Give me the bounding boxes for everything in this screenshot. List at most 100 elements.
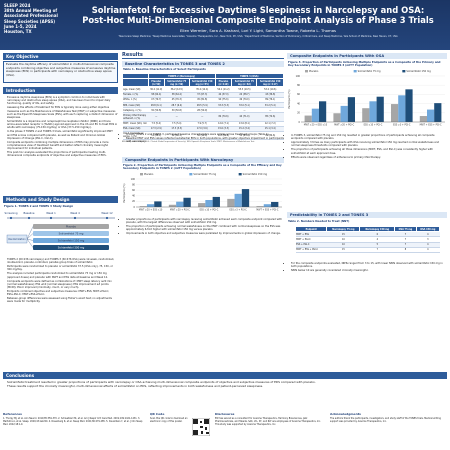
table-1: TONES 2 (Narcolepsy) TONES 3 (OSA) Placebo… [122,72,285,143]
bar [333,113,341,122]
bar [347,97,355,122]
y-tick-label: 20 [132,200,135,203]
bar [154,201,162,207]
table-cell: 4 [359,236,395,243]
bullet: In both TONES 2 and TONES 3, participant… [126,133,284,136]
table-row: MWT + ESS 15 6 7 4 [295,231,440,238]
meeting-line: Sleep Societies (APSS) [4,18,56,24]
arm-bar [33,224,109,229]
bullet: Approximately 3 times as many participan… [291,141,447,147]
table-title: Table 2. Numbers Needed to Treat (NNT) [288,219,350,223]
results-heading: Results [122,52,284,59]
table-cell: 43 (36.8) [256,92,284,98]
references-text: 1. Thorpy MJ, et al. Ann Neurol. 2019;85… [3,417,143,426]
table-cell: 15 [326,231,360,238]
timeline-point [9,216,13,220]
bar [146,204,155,207]
legend-label: Solriamfetol 75 mg [358,70,381,73]
bullet: This post-hoc analysis evaluated the pro… [7,151,118,157]
legend-label: Placebo [144,173,154,176]
table-cell: 7 [394,242,417,248]
bar [256,206,264,207]
y-tick-label: 80 [132,183,135,186]
bar [340,105,348,122]
table-cell: 37 (67.3) [189,92,216,98]
objective-text: Evaluate the daytime efficacy of solriam… [6,62,116,77]
arm-link [26,238,34,241]
timeline-label: Week 1 [46,211,56,215]
bar [263,204,272,207]
arm-label: Solriamfetol 75 mg [59,231,84,235]
bar [319,101,327,122]
bullet: For the composite endpoints evaluated, N… [291,262,447,268]
table-cell: 54.1 (11.2) [215,86,232,93]
bar [205,200,213,207]
methods-text: TONES 2 (N=236 narcolepsy) and TONES 3 (… [3,258,118,304]
x-tick-label: MWT + ESS + PGI-C [256,209,278,212]
table-cell: 13.6 (8.1) [231,121,257,127]
table-cell: 44 (71.0) [231,112,257,122]
y-tick-label: 40 [297,102,300,105]
table-cell: 52 (88.1) [164,131,190,141]
meeting-line: 38th Annual Meeting of [4,8,58,14]
y-tick-label: 100 [296,75,301,78]
bar [183,197,191,207]
table-row: MWT, mean (SD), min 7.5 (5.4) 7.5 (5.4) 7.9… [122,121,284,127]
table-cell: MWT + ESS + PGI-C [295,247,327,253]
bar [369,101,377,122]
bullet-list: For the composite endpoints evaluated, N… [287,262,447,272]
table-cell: — [189,112,216,122]
qr-code[interactable] [192,418,210,436]
arm-label: Placebo [66,224,77,228]
bullet: Effects were observed regardless of adhe… [291,156,447,159]
table-row: MWT + PGI-C 10 4 7 3 [295,236,440,243]
subsection-heading: Predictability in TONES 2 and TONES 3 [287,212,447,218]
bar [311,108,319,122]
conclusions-text: Solriamfetol treatment resulted in great… [3,380,447,390]
subsection-heading: Composite Endpoints in Participants With… [287,53,447,59]
y-tick-label: 60 [297,93,300,96]
disclosures-text: EW has served as a consultant for Axsome… [215,417,321,426]
table-cell: 8 [394,247,417,253]
header-row: Placebo (n=59) Solriamfetol 75 mg (n=59) S… [122,78,284,88]
bar [427,109,435,122]
bullet: Composite endpoints combining multiple d… [7,141,118,151]
table-cell: 28 (50.9) [189,107,216,114]
timeline-label: Screening [5,211,18,215]
table-cell: MWT + PGI-C [295,236,327,243]
table-cell: 4 [416,231,440,238]
table-cell: — [164,112,190,122]
table-cell: 55.3 (10.5) [231,86,257,93]
table-cell: White, n (%) [122,97,149,103]
table-cell: 85 (72.6) [256,112,284,122]
column-header: Solriamfetol 75 mg (n=59) [163,78,190,88]
bar [198,203,206,207]
baseline-text: In both TONES 2 and TONES 3, participant… [122,133,284,144]
table: Endpoint Narcolepsy 75 mg Narcolepsy 150 m… [294,225,441,253]
table-cell: 12.1 (7.2) [256,121,284,127]
legend-swatch [189,173,193,176]
table-row: CGI-S moderate or worse, n (%) 52 (88.1) 5… [122,131,284,141]
table-cell: 90 (75.6) [215,97,232,103]
table-cell: MWT, mean (SD), min [122,121,149,127]
table-cell: 17.0 (3.6) [189,126,216,132]
table-cell: 28.8 (6.1) [148,102,165,109]
table-cell: 7 [394,231,417,238]
bar [139,206,147,207]
qr-text: Scan this QR code to download an electro… [150,417,188,423]
table-cell: Cataplexy, n (%) [122,107,149,114]
table-cell: 15.6 (3.3) [215,126,232,132]
timeline-label: Week 12 [101,211,113,215]
table-row: White, n (%) 47 (79.7) 45 (76.3) 45 (81.8) 9… [122,97,284,103]
arm-bar [33,231,109,236]
bar [234,193,242,207]
introduction-text: Excessive daytime sleepiness (EDS) is a … [3,96,118,158]
table-cell: MWT + ESS [295,231,327,238]
bar [434,103,442,122]
table-cell: 49 (79.0) [231,97,257,103]
section-heading: Methods and Study Design [3,196,118,203]
table-cell: 7.5 (5.4) [164,121,190,127]
bar [176,201,184,207]
table-cell: 89 (76.1) [256,97,284,103]
